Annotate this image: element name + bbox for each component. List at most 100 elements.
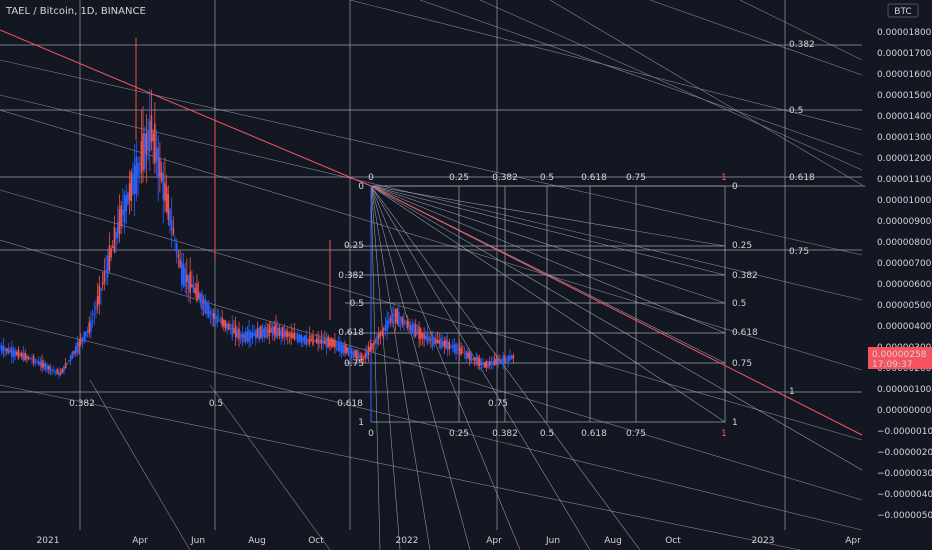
candle-body — [413, 323, 415, 337]
candle-body — [59, 372, 62, 375]
candle-body — [357, 352, 360, 361]
gann-bottom-label: 0.25 — [449, 429, 469, 439]
candle-body — [209, 311, 212, 315]
fan-ray — [370, 185, 381, 550]
candle-body — [103, 271, 106, 283]
candle-body — [98, 285, 101, 304]
candle-body — [100, 288, 102, 291]
candle-body — [295, 336, 298, 338]
candle-body — [487, 361, 489, 368]
candle-body — [66, 363, 69, 364]
candle-body — [37, 360, 40, 366]
candle-body — [186, 274, 188, 283]
candle-body — [273, 326, 276, 334]
fib-right-label: 0.618 — [789, 173, 815, 183]
fan-ray — [370, 185, 726, 423]
candle-body — [142, 133, 144, 171]
candle-body — [401, 316, 404, 325]
candle-body — [322, 340, 324, 344]
candle-body — [312, 335, 314, 345]
candle-body — [253, 333, 255, 336]
candle-body — [414, 323, 417, 337]
candle-body — [467, 352, 469, 358]
candle-body — [249, 332, 252, 339]
candle-body — [48, 365, 50, 370]
candle-body — [472, 358, 474, 360]
candle-body — [68, 360, 70, 362]
candle-body — [406, 320, 409, 329]
candle-body — [426, 333, 429, 344]
candle-body — [430, 339, 432, 340]
candles — [0, 38, 515, 379]
candle-body — [132, 173, 134, 195]
candle-body — [510, 355, 513, 360]
candle-body — [159, 158, 161, 178]
fib-bottom-label: 0.618 — [337, 399, 363, 409]
candle-body — [293, 332, 296, 340]
gann-right-label: 0.382 — [732, 271, 758, 281]
candle-body — [409, 323, 412, 332]
candle-body — [90, 321, 92, 332]
candle-body — [63, 365, 65, 372]
candle-body — [318, 339, 321, 344]
candle-body — [150, 115, 153, 142]
candle-body — [384, 324, 387, 331]
candle-body — [315, 339, 318, 343]
candle-body — [327, 336, 329, 348]
gann-left-label: 1 — [358, 418, 364, 428]
candle-body — [443, 341, 446, 347]
candle-body — [465, 350, 467, 359]
candle-body — [473, 357, 476, 361]
candle-body — [372, 343, 375, 345]
candle-body — [507, 355, 510, 363]
candle-body — [180, 261, 183, 285]
fan-ray — [370, 185, 471, 550]
candle-body — [276, 327, 279, 337]
candle-body — [431, 334, 434, 347]
candle-body — [110, 248, 112, 258]
candle-body — [423, 334, 425, 339]
candle-body — [398, 312, 400, 327]
candle-body — [83, 331, 85, 343]
currency-badge — [887, 3, 919, 18]
fan-line — [419, 0, 863, 156]
candle-body — [298, 335, 301, 342]
candle-body — [451, 346, 454, 348]
candle-body — [192, 284, 195, 293]
candle-body — [143, 133, 146, 169]
candle-body — [303, 335, 306, 344]
trend-line-upper — [0, 29, 372, 187]
candle-body — [58, 371, 60, 376]
candle-body — [499, 360, 501, 362]
candle-body — [324, 339, 326, 345]
candle-body — [391, 312, 393, 324]
candle-body — [456, 349, 459, 351]
candle-body — [440, 338, 442, 349]
gann-bottom-label: 0.382 — [492, 429, 518, 439]
candle-body — [297, 333, 299, 343]
candle-body — [160, 172, 163, 181]
candle-body — [31, 358, 33, 361]
fan-ray — [370, 185, 521, 550]
candle-body — [307, 339, 309, 341]
candle-body — [446, 341, 449, 351]
fib-bottom-label: 0.5 — [209, 399, 223, 409]
candle-body — [364, 353, 367, 359]
candle-body — [433, 337, 436, 344]
candle-body — [26, 356, 28, 359]
candle-body — [211, 314, 213, 316]
candle-body — [308, 335, 311, 344]
candle-body — [199, 293, 202, 304]
candle-body — [187, 274, 190, 290]
candle-body — [335, 344, 338, 346]
candle-body — [349, 350, 351, 353]
fib-grid — [0, 0, 862, 530]
candle-body — [115, 232, 117, 239]
candle-body — [155, 147, 158, 162]
candle-body — [374, 340, 377, 343]
candle-body — [355, 350, 358, 360]
candle-body — [455, 344, 457, 355]
price-tick: −0.00000200 — [877, 448, 932, 458]
fib-right-label: 1 — [789, 387, 795, 397]
